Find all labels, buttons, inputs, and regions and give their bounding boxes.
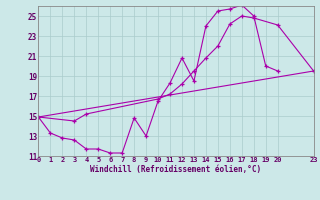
X-axis label: Windchill (Refroidissement éolien,°C): Windchill (Refroidissement éolien,°C) <box>91 165 261 174</box>
